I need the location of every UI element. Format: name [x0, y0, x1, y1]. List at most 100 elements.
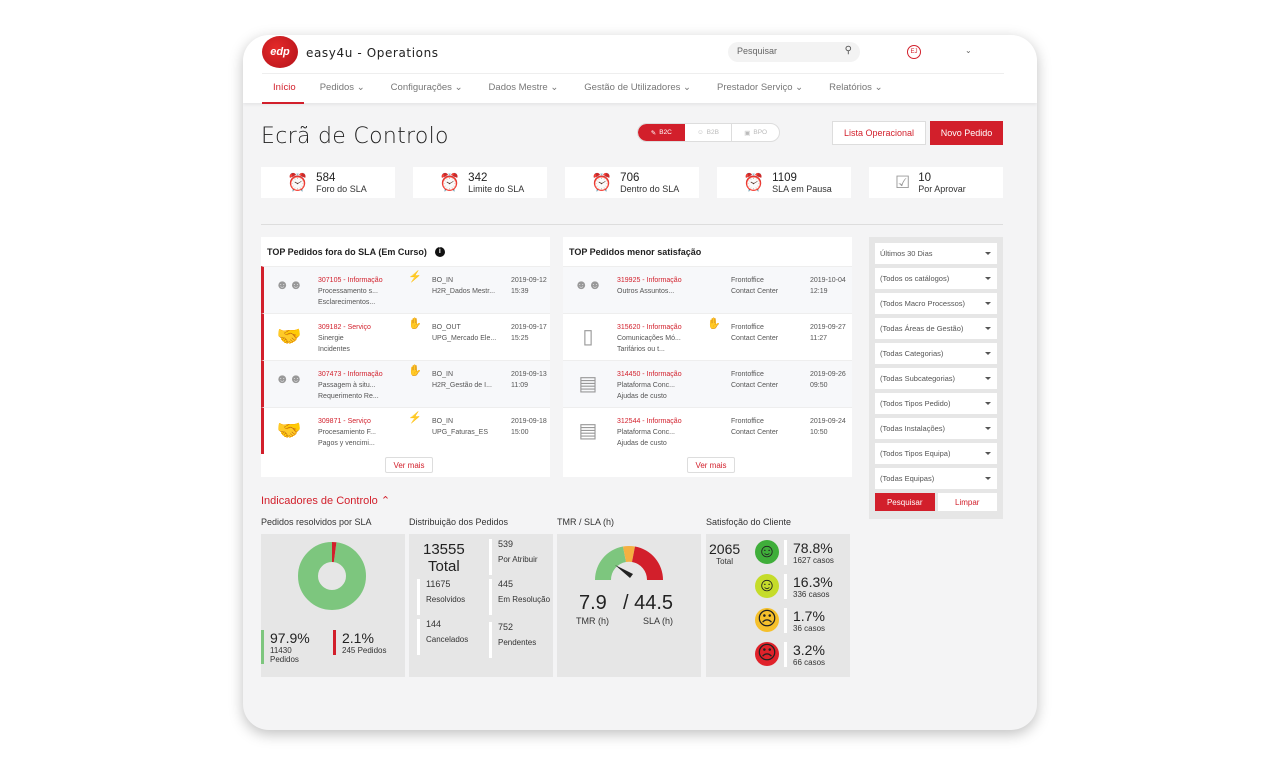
- filter-select[interactable]: (Todas Áreas de Gestão): [875, 318, 997, 339]
- indicators-toggle[interactable]: Indicadores de Controlo ⌃: [261, 495, 391, 507]
- edp-logo[interactable]: edp: [262, 36, 298, 68]
- info-icon[interactable]: i: [434, 246, 445, 257]
- dist-stat: 752 Pendentes: [489, 622, 551, 658]
- nav-item[interactable]: Dados Mestre ⌄: [488, 82, 559, 93]
- ver-mais-button[interactable]: Ver mais: [687, 457, 735, 473]
- list-item[interactable]: ☻☻ 307105 - Informação Processamento s...…: [261, 266, 550, 313]
- people-icon: ☻☻: [275, 371, 303, 386]
- list-item[interactable]: ▤ 314450 - Informação Plataforma Conc... A…: [563, 360, 852, 407]
- filter-select[interactable]: Últimos 30 Dias: [875, 243, 997, 264]
- handshake-icon: 🤝: [276, 326, 302, 348]
- alarm-check-icon: ⏰: [591, 172, 613, 192]
- segment-b2b[interactable]: ☺ B2B: [685, 124, 733, 141]
- filter-select[interactable]: (Todas Subcategorias): [875, 368, 997, 389]
- handshake-icon: 🤝: [276, 420, 302, 442]
- ver-mais-button[interactable]: Ver mais: [385, 457, 433, 473]
- search-input[interactable]: Pesquisar ⚲: [728, 42, 860, 62]
- main-nav: Início Pedidos ⌄ Configurações ⌄ Dados Mest…: [262, 76, 909, 104]
- nav-item[interactable]: Relatórios ⌄: [829, 82, 883, 93]
- nav-item[interactable]: Pedidos ⌄: [319, 82, 365, 93]
- filter-select[interactable]: (Todos Tipos Equipa): [875, 443, 997, 464]
- face-smile-icon: ☺: [755, 574, 779, 598]
- list-item[interactable]: ☻☻ 319925 - Informação Outros Assuntos...…: [563, 266, 852, 313]
- chevron-down-icon: ⌄: [550, 82, 559, 93]
- divider: [262, 73, 1004, 74]
- lightning-icon: ⚡: [408, 412, 422, 424]
- list-item[interactable]: 🤝 309871 - Serviço Procesamiento F... Pago…: [261, 407, 550, 454]
- tmr-value: 7.9: [579, 592, 607, 614]
- lista-operacional-button[interactable]: Lista Operacional: [832, 121, 926, 145]
- sla-card: 97.9% 11430 Pedidos 2.1% 245 Pedidos: [261, 534, 405, 677]
- sla-out-stat: 2.1% 245 Pedidos: [333, 630, 386, 655]
- limpar-button[interactable]: Limpar: [937, 493, 997, 511]
- avatar[interactable]: EJ: [907, 45, 921, 59]
- people-icon: ☻☻: [574, 277, 602, 292]
- total-stat: 2065 Total: [709, 541, 741, 566]
- list-item[interactable]: ▯ 315620 - Informação Comunicações Mó... T…: [563, 313, 852, 360]
- list-item[interactable]: ☻☻ 307473 - Informação Passagem à situ...…: [261, 360, 550, 407]
- people-icon: ☻☻: [275, 277, 303, 292]
- satisfaction-stat: 3.2% 66 casos: [784, 642, 825, 667]
- segment-toggle: ✎ B2C ☺ B2B ▣ BPO: [637, 123, 780, 142]
- dist-stat: 144 Cancelados: [417, 619, 479, 655]
- filter-select[interactable]: (Todos Tipos Pedido): [875, 393, 997, 414]
- nav-item[interactable]: Prestador Serviço ⌄: [717, 82, 804, 93]
- alarm-x-icon: ⏰: [287, 172, 309, 192]
- donut-slice-out: [298, 542, 366, 610]
- list-item[interactable]: ▤ 312544 - Informação Plataforma Conc... A…: [563, 407, 852, 454]
- tmr-gauge: [595, 545, 663, 580]
- dist-stat: 539 Por Atribuir: [489, 539, 551, 575]
- list-item[interactable]: 🤝 309182 - Serviço Sinergie Incidentes ✋ B…: [261, 313, 550, 360]
- tmr-label: TMR (h): [576, 616, 609, 626]
- card-title: Distribuição dos Pedidos: [409, 517, 509, 527]
- hand-icon: ✋: [707, 318, 721, 330]
- satisfaction-card: 2065 Total ☺ 78.8% 1627 casos ☺ 16.3% 336 caso…: [706, 534, 850, 677]
- nav-item[interactable]: Início: [262, 76, 304, 104]
- segment-bpo[interactable]: ▣ BPO: [744, 129, 768, 137]
- hand-icon: ✋: [408, 365, 422, 377]
- kpi-card[interactable]: ⏰ 584 Foro do SLA: [261, 167, 395, 198]
- satisfaction-stat: 1.7% 36 casos: [784, 608, 825, 633]
- search-icon[interactable]: ⚲: [844, 45, 852, 56]
- filter-select[interactable]: (Todos Macro Processos): [875, 293, 997, 314]
- calendar-check-icon: ☑: [895, 172, 911, 192]
- satisfaction-stat: 16.3% 336 casos: [784, 574, 833, 599]
- kpi-card[interactable]: ⏰ 1109 SLA em Pausa: [717, 167, 851, 198]
- filter-select[interactable]: (Todas Categorias): [875, 343, 997, 364]
- kpi-card[interactable]: ⏰ 342 Limite do SLA: [413, 167, 547, 198]
- chevron-down-icon[interactable]: ⌄: [965, 46, 972, 55]
- chevron-down-icon: ⌄: [795, 82, 804, 93]
- alarm-pause-icon: ⏰: [743, 172, 765, 192]
- card-title: Pedidos resolvidos por SLA: [261, 517, 372, 527]
- distribution-card: 13555 Total 539 Por Atribuir 11675 Resolvido…: [409, 534, 553, 677]
- chevron-down-icon: ⌄: [454, 82, 463, 93]
- luggage-icon: ▤: [578, 420, 598, 442]
- filter-select[interactable]: (Todas Equipas): [875, 468, 997, 489]
- nav-item[interactable]: Configurações ⌄: [390, 82, 463, 93]
- filter-select[interactable]: (Todos os catálogos): [875, 268, 997, 289]
- card-title: TMR / SLA (h): [557, 517, 615, 527]
- filter-select[interactable]: (Todas Instalações): [875, 418, 997, 439]
- phone-icon: ▯: [582, 326, 594, 348]
- panel-title: TOP Pedidos menor satisfação: [569, 246, 702, 257]
- nav-item[interactable]: Gestão de Utilizadores ⌄: [584, 82, 692, 93]
- sla-label: SLA (h): [643, 616, 674, 626]
- pesquisar-button[interactable]: Pesquisar: [875, 493, 935, 511]
- novo-pedido-button[interactable]: Novo Pedido: [930, 121, 1003, 145]
- kpi-card[interactable]: ☑ 10 Por Aprovar: [869, 167, 1003, 198]
- sla-in-stat: 97.9% 11430 Pedidos: [261, 630, 310, 664]
- app-title: easy4u - Operations: [306, 46, 439, 60]
- divider: [261, 224, 1003, 225]
- luggage-icon: ▤: [578, 373, 598, 395]
- dist-stat: 445 Em Resolução: [489, 579, 551, 615]
- satisfaction-stat: 78.8% 1627 casos: [784, 540, 834, 565]
- chevron-down-icon: ⌄: [356, 82, 365, 93]
- total-stat: 13555 Total: [423, 541, 465, 575]
- segment-b2c[interactable]: ✎ B2C: [638, 124, 685, 141]
- face-angry-icon: ☹: [755, 642, 779, 666]
- tmr-card: 7.9 / 44.5 TMR (h) SLA (h): [557, 534, 701, 677]
- kpi-card[interactable]: ⏰ 706 Dentro do SLA: [565, 167, 699, 198]
- face-sad-icon: ☹: [755, 608, 779, 632]
- panel-title: TOP Pedidos fora do SLA (Em Curso): [267, 246, 427, 257]
- card-title: Satisfoção do Cliente: [706, 517, 792, 527]
